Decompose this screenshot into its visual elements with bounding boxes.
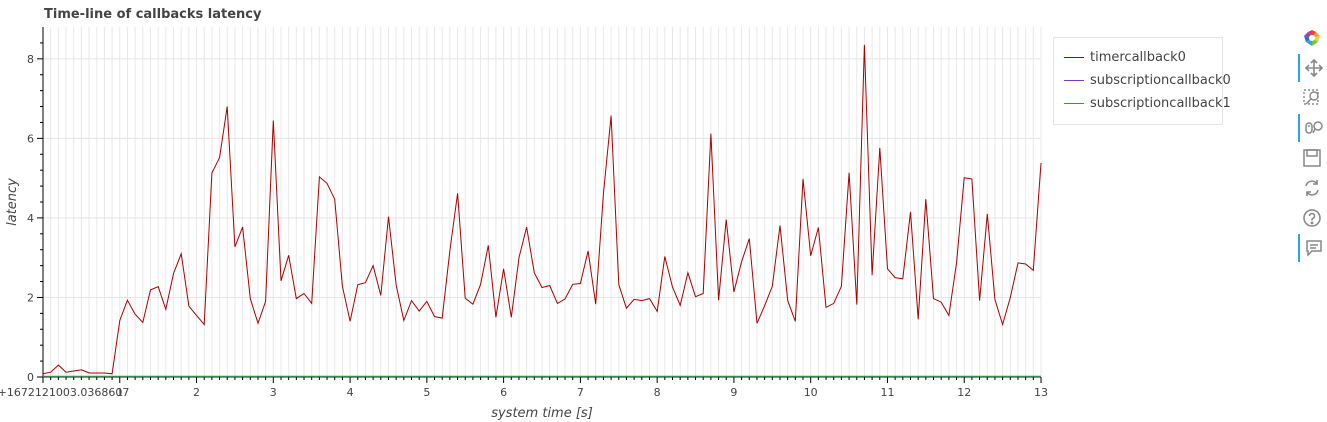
- axes: [37, 27, 1042, 383]
- pan-tool[interactable]: [1298, 54, 1327, 82]
- chart-title: Time-line of callbacks latency: [44, 7, 262, 22]
- x-tick-label: 4: [347, 386, 354, 399]
- y-tick-label: 6: [27, 132, 34, 145]
- x-tick-label: 9: [730, 386, 737, 399]
- legend-item[interactable]: subscriptioncallback1: [1064, 93, 1231, 113]
- bokeh-logo-tool[interactable]: [1298, 24, 1326, 52]
- x-tick-label: 3: [270, 386, 277, 399]
- reset-icon: [1302, 178, 1322, 198]
- x-tick-label: 6: [500, 386, 507, 399]
- x-offset-label: 0+1672121003.0368607: [0, 386, 129, 399]
- legend-label: timercallback0: [1090, 49, 1186, 65]
- x-tick-label: 1: [116, 386, 123, 399]
- pan-icon: [1304, 58, 1324, 78]
- x-tick-label: 5: [423, 386, 430, 399]
- legend-swatch: [1064, 102, 1084, 104]
- x-tick-label: 10: [804, 386, 818, 399]
- x-tick-label: 2: [193, 386, 200, 399]
- save-icon: [1302, 148, 1322, 168]
- hover-icon: [1304, 238, 1324, 258]
- wheel-zoom-tool[interactable]: [1298, 114, 1327, 142]
- x-tick-label: 8: [654, 386, 661, 399]
- legend: timercallback0 subscriptioncallback0 subsc…: [1053, 37, 1231, 125]
- x-tick-label: 11: [880, 386, 894, 399]
- bokeh-logo-icon: [1302, 28, 1322, 48]
- legend-item[interactable]: subscriptioncallback0: [1064, 70, 1231, 90]
- wheel-zoom-icon: [1304, 118, 1324, 138]
- legend-swatch: [1064, 56, 1084, 58]
- save-tool[interactable]: [1298, 144, 1326, 172]
- x-tick-label: 7: [577, 386, 584, 399]
- box-zoom-icon: [1302, 88, 1322, 108]
- help-icon: [1302, 208, 1322, 228]
- y-tick-label: 4: [27, 212, 34, 225]
- series-lines: [42, 44, 1042, 378]
- series-line-timercallback0: [42, 44, 1042, 375]
- x-tick-label: 12: [957, 386, 971, 399]
- y-tick-label: 2: [27, 291, 34, 304]
- legend-swatch: [1064, 79, 1084, 81]
- hover-tool[interactable]: [1298, 234, 1327, 262]
- y-tick-label: 8: [27, 53, 34, 66]
- help-tool[interactable]: [1298, 204, 1326, 232]
- legend-label: subscriptioncallback1: [1090, 95, 1231, 111]
- x-axis-label: system time [s]: [491, 406, 593, 421]
- grid-lines: [42, 27, 1042, 378]
- box-zoom-tool[interactable]: [1298, 84, 1326, 112]
- legend-label: subscriptioncallback0: [1090, 72, 1231, 88]
- x-tick-label: 13: [1034, 386, 1048, 399]
- y-tick-label: 0: [27, 371, 34, 384]
- reset-tool[interactable]: [1298, 174, 1326, 202]
- legend-item[interactable]: timercallback0: [1064, 47, 1186, 67]
- y-axis-label: latency: [5, 178, 20, 226]
